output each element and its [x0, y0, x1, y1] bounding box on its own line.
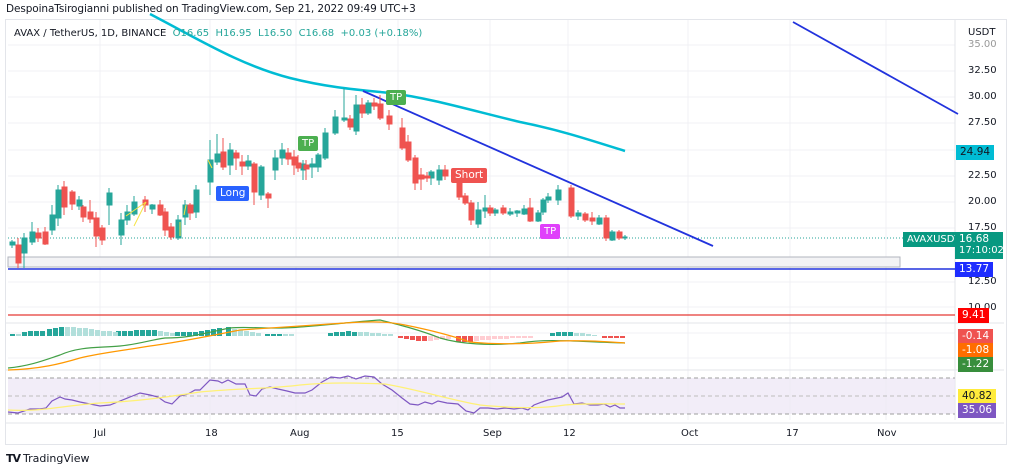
- macd-histogram-badge: -0.14: [958, 329, 994, 344]
- x-tick: 17: [786, 428, 799, 439]
- rsi-value-badge: 35.06: [958, 403, 997, 418]
- x-tick: Aug: [290, 428, 310, 439]
- bar-countdown: 17:10:02: [959, 245, 1004, 256]
- x-tick: 12: [563, 428, 576, 439]
- symbol-legend: AVAX / TetherUS, 1D, BINANCE O16.65 H16.…: [14, 28, 422, 39]
- trendline-short: [362, 90, 714, 247]
- price-tick: 20.00: [968, 196, 997, 207]
- price-tick: 22.50: [968, 170, 997, 181]
- x-tick: 15: [391, 428, 404, 439]
- publisher-line: DespoinaTsirogianni published on Trading…: [6, 3, 416, 15]
- ohlc-high: H16.95: [215, 28, 252, 39]
- macd-line-badge: -1.22: [958, 357, 994, 372]
- symbol-tag-badge: AVAXUSDT: [903, 232, 965, 247]
- symbol-title: AVAX / TetherUS, 1D, BINANCE: [14, 28, 167, 39]
- macd-line: [7, 319, 626, 369]
- last-price-value: 16.68: [959, 233, 990, 245]
- ohlc-low: L16.50: [258, 28, 293, 39]
- tradingview-logo-icon: TV: [6, 452, 21, 465]
- macd-signal-badge: -1.08: [958, 343, 994, 358]
- x-tick: Oct: [681, 428, 699, 439]
- last-price-badge: 16.68 17:10:02: [955, 232, 1004, 259]
- ohlc-open: O16.65: [172, 28, 210, 39]
- price-tick: 27.50: [968, 117, 997, 128]
- grid-lines: [8, 20, 955, 420]
- price-tick: 32.50: [968, 65, 997, 76]
- macd-signal-line: [7, 321, 626, 371]
- x-tick: Jul: [94, 428, 107, 439]
- tradingview-brand-text: TradingView: [23, 452, 90, 465]
- x-tick: 18: [205, 428, 218, 439]
- x-tick: Sep: [483, 428, 502, 439]
- red-level-badge: 9.41: [958, 308, 990, 323]
- x-tick: Nov: [877, 428, 897, 439]
- price-tick: 17.50: [968, 222, 997, 233]
- ma-value-badge: 24.94: [956, 145, 995, 160]
- tradingview-logo[interactable]: TV TradingView: [6, 452, 90, 465]
- price-tick: 12.50: [968, 276, 997, 287]
- ohlc-close: C16.68: [298, 28, 335, 39]
- trendline-long: [792, 21, 959, 115]
- long-signal-label[interactable]: Long: [216, 186, 250, 201]
- rsi-line: [7, 375, 625, 414]
- currency-label: USDT: [968, 27, 996, 38]
- ohlc-change: +0.03 (+0.18%): [340, 28, 423, 39]
- rsi-ma-line: [7, 382, 626, 412]
- tp-signal-label[interactable]: TP: [386, 90, 407, 105]
- tp-signal-label[interactable]: TP: [298, 136, 319, 151]
- candles: [9, 88, 628, 268]
- price-tick: 30.00: [968, 91, 997, 102]
- support-price-badge: 13.77: [955, 262, 994, 277]
- macd-histogram: [10, 327, 625, 342]
- rsi-ma-badge: 40.82: [958, 389, 997, 404]
- price-tick: 10.00: [968, 302, 997, 313]
- tp-signal-label[interactable]: TP: [540, 224, 561, 239]
- short-signal-label[interactable]: Short: [451, 168, 488, 183]
- support-zone: [7, 256, 901, 268]
- price-tick: 35.00: [968, 39, 997, 50]
